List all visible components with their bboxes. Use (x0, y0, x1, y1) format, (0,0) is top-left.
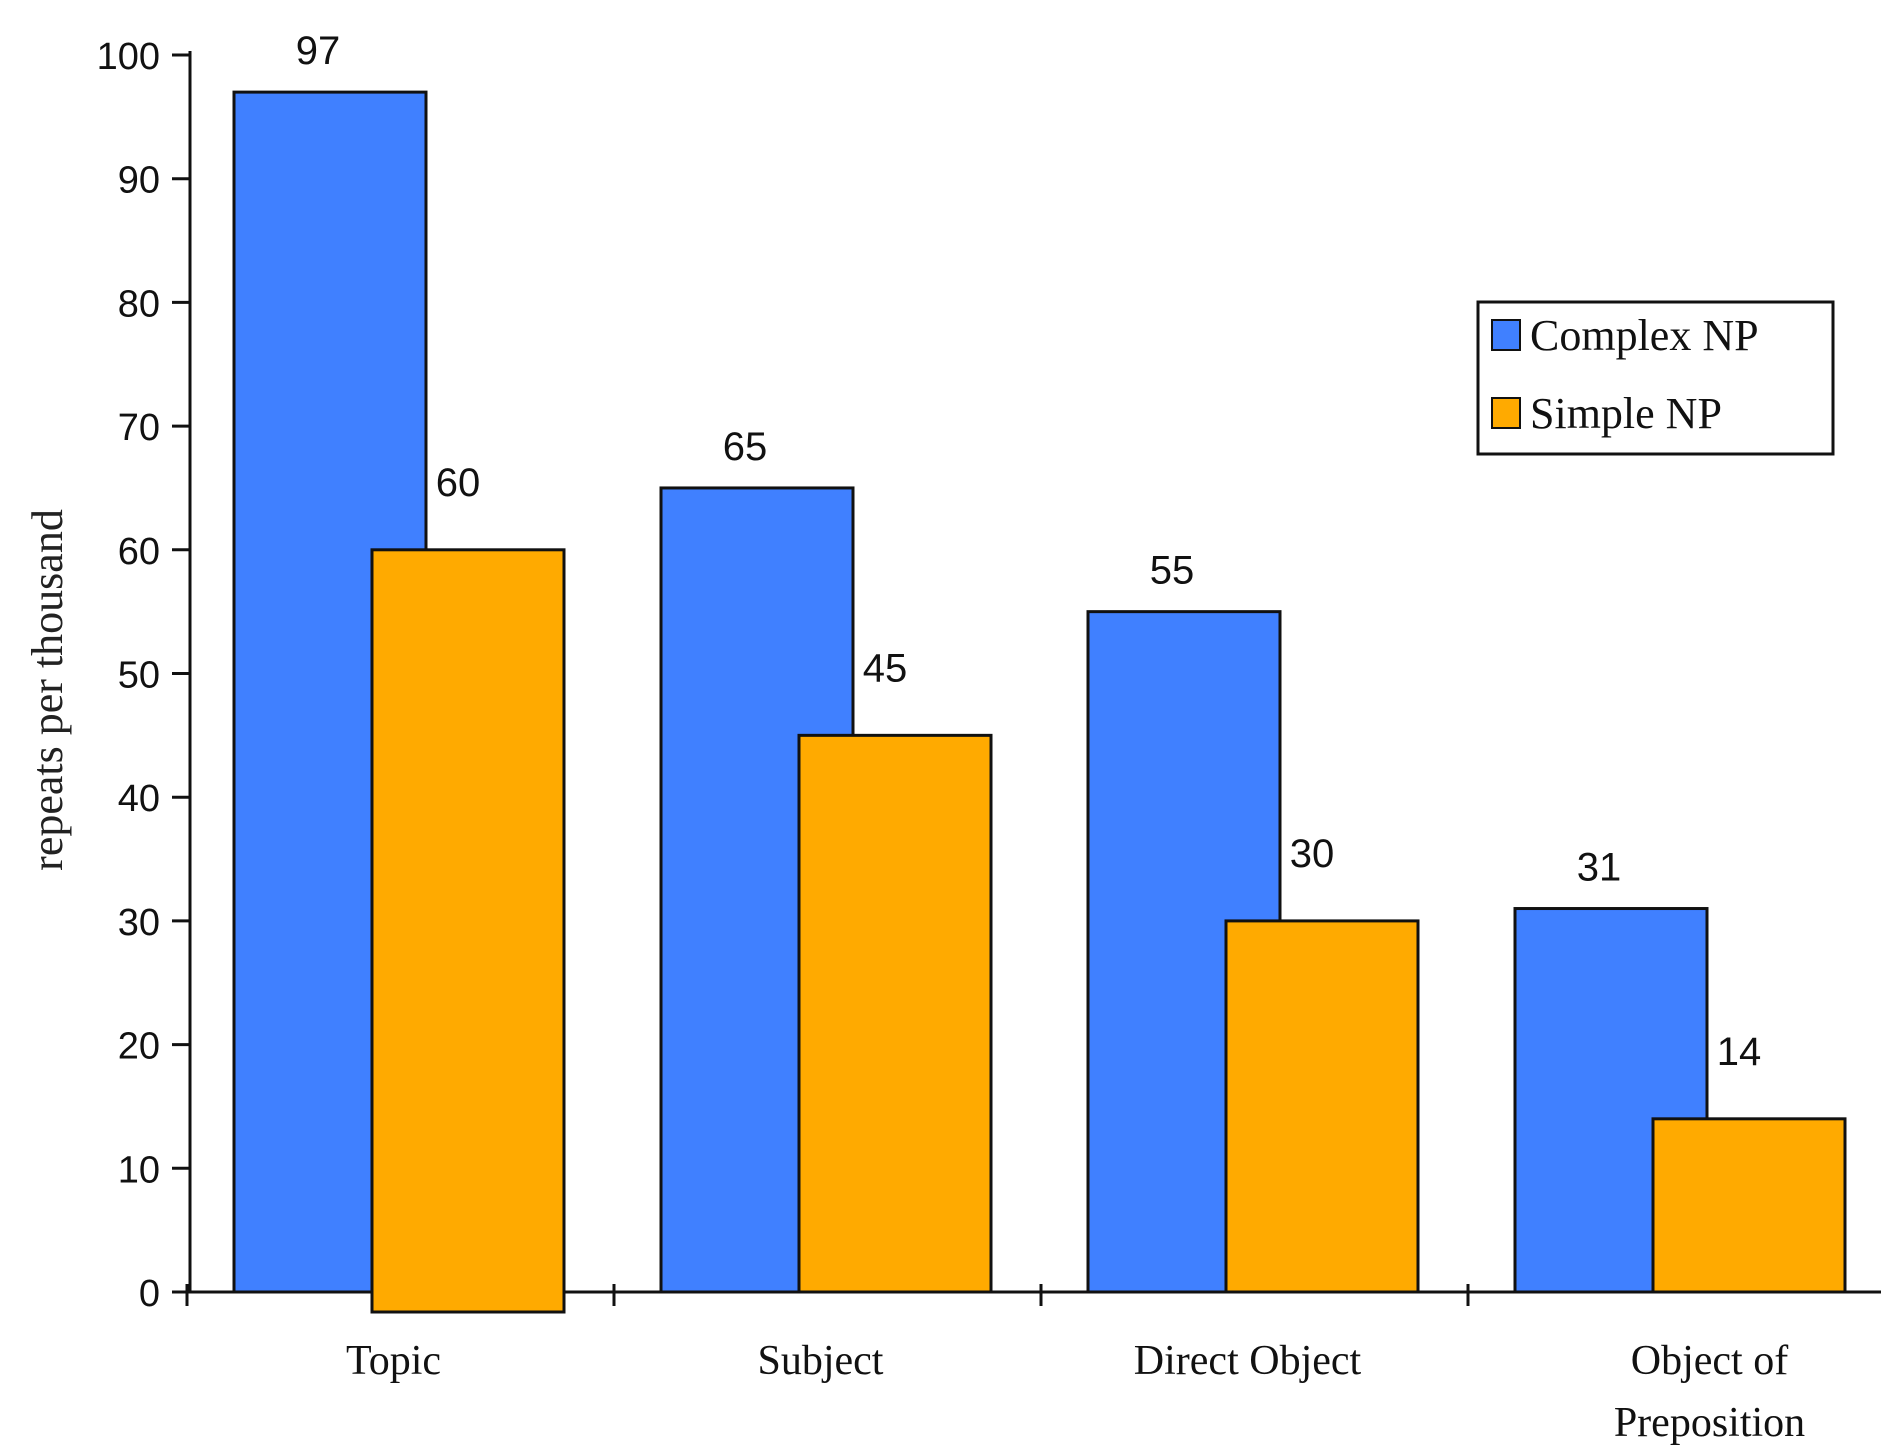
data-labels: 97 65 55 31 60 45 30 14 (296, 29, 1762, 1074)
legend-swatch-complex-np (1491, 319, 1521, 351)
y-tick-label: 20 (118, 1026, 160, 1068)
data-label: 97 (296, 29, 341, 73)
x-category-label: Direct Object (1134, 1338, 1362, 1384)
legend-label-simple-np: Simple NP (1530, 389, 1722, 438)
y-tick-label: 100 (97, 36, 160, 78)
y-tick-label: 40 (118, 778, 160, 820)
y-tick-label: 0 (139, 1273, 160, 1315)
y-axis: 0 10 20 30 40 50 60 70 80 90 100 (97, 36, 192, 1315)
bar-simple-np (1224, 919, 1420, 1294)
data-label: 14 (1717, 1030, 1762, 1074)
y-tick-label: 10 (118, 1149, 160, 1191)
x-category-label: Topic (346, 1338, 441, 1384)
x-category-label: Subject (758, 1338, 884, 1384)
bars (232, 90, 1847, 1314)
y-tick-label: 60 (118, 531, 160, 573)
data-label: 31 (1577, 846, 1622, 890)
bar-simple-np (797, 733, 993, 1294)
bar-simple-np (1651, 1117, 1847, 1294)
y-tick-label: 80 (118, 283, 160, 325)
legend-box (1476, 300, 1835, 456)
y-tick-label: 30 (118, 902, 160, 944)
y-tick-label: 90 (118, 160, 160, 202)
y-axis-title: repeats per thousand (23, 509, 72, 871)
bar-simple-np (370, 548, 566, 1314)
legend-label-complex-np: Complex NP (1530, 311, 1759, 360)
data-label: 60 (436, 461, 481, 505)
legend: Complex NP Simple NP (1476, 300, 1835, 456)
data-label: 65 (723, 425, 768, 469)
y-tick-label: 50 (118, 655, 160, 697)
x-category-label: Object of Preposition (1614, 1338, 1805, 1446)
y-tick-label: 70 (118, 407, 160, 449)
legend-swatch-simple-np (1491, 397, 1521, 429)
data-label: 45 (863, 646, 908, 690)
data-label: 55 (1150, 549, 1195, 593)
data-label: 30 (1290, 832, 1335, 876)
